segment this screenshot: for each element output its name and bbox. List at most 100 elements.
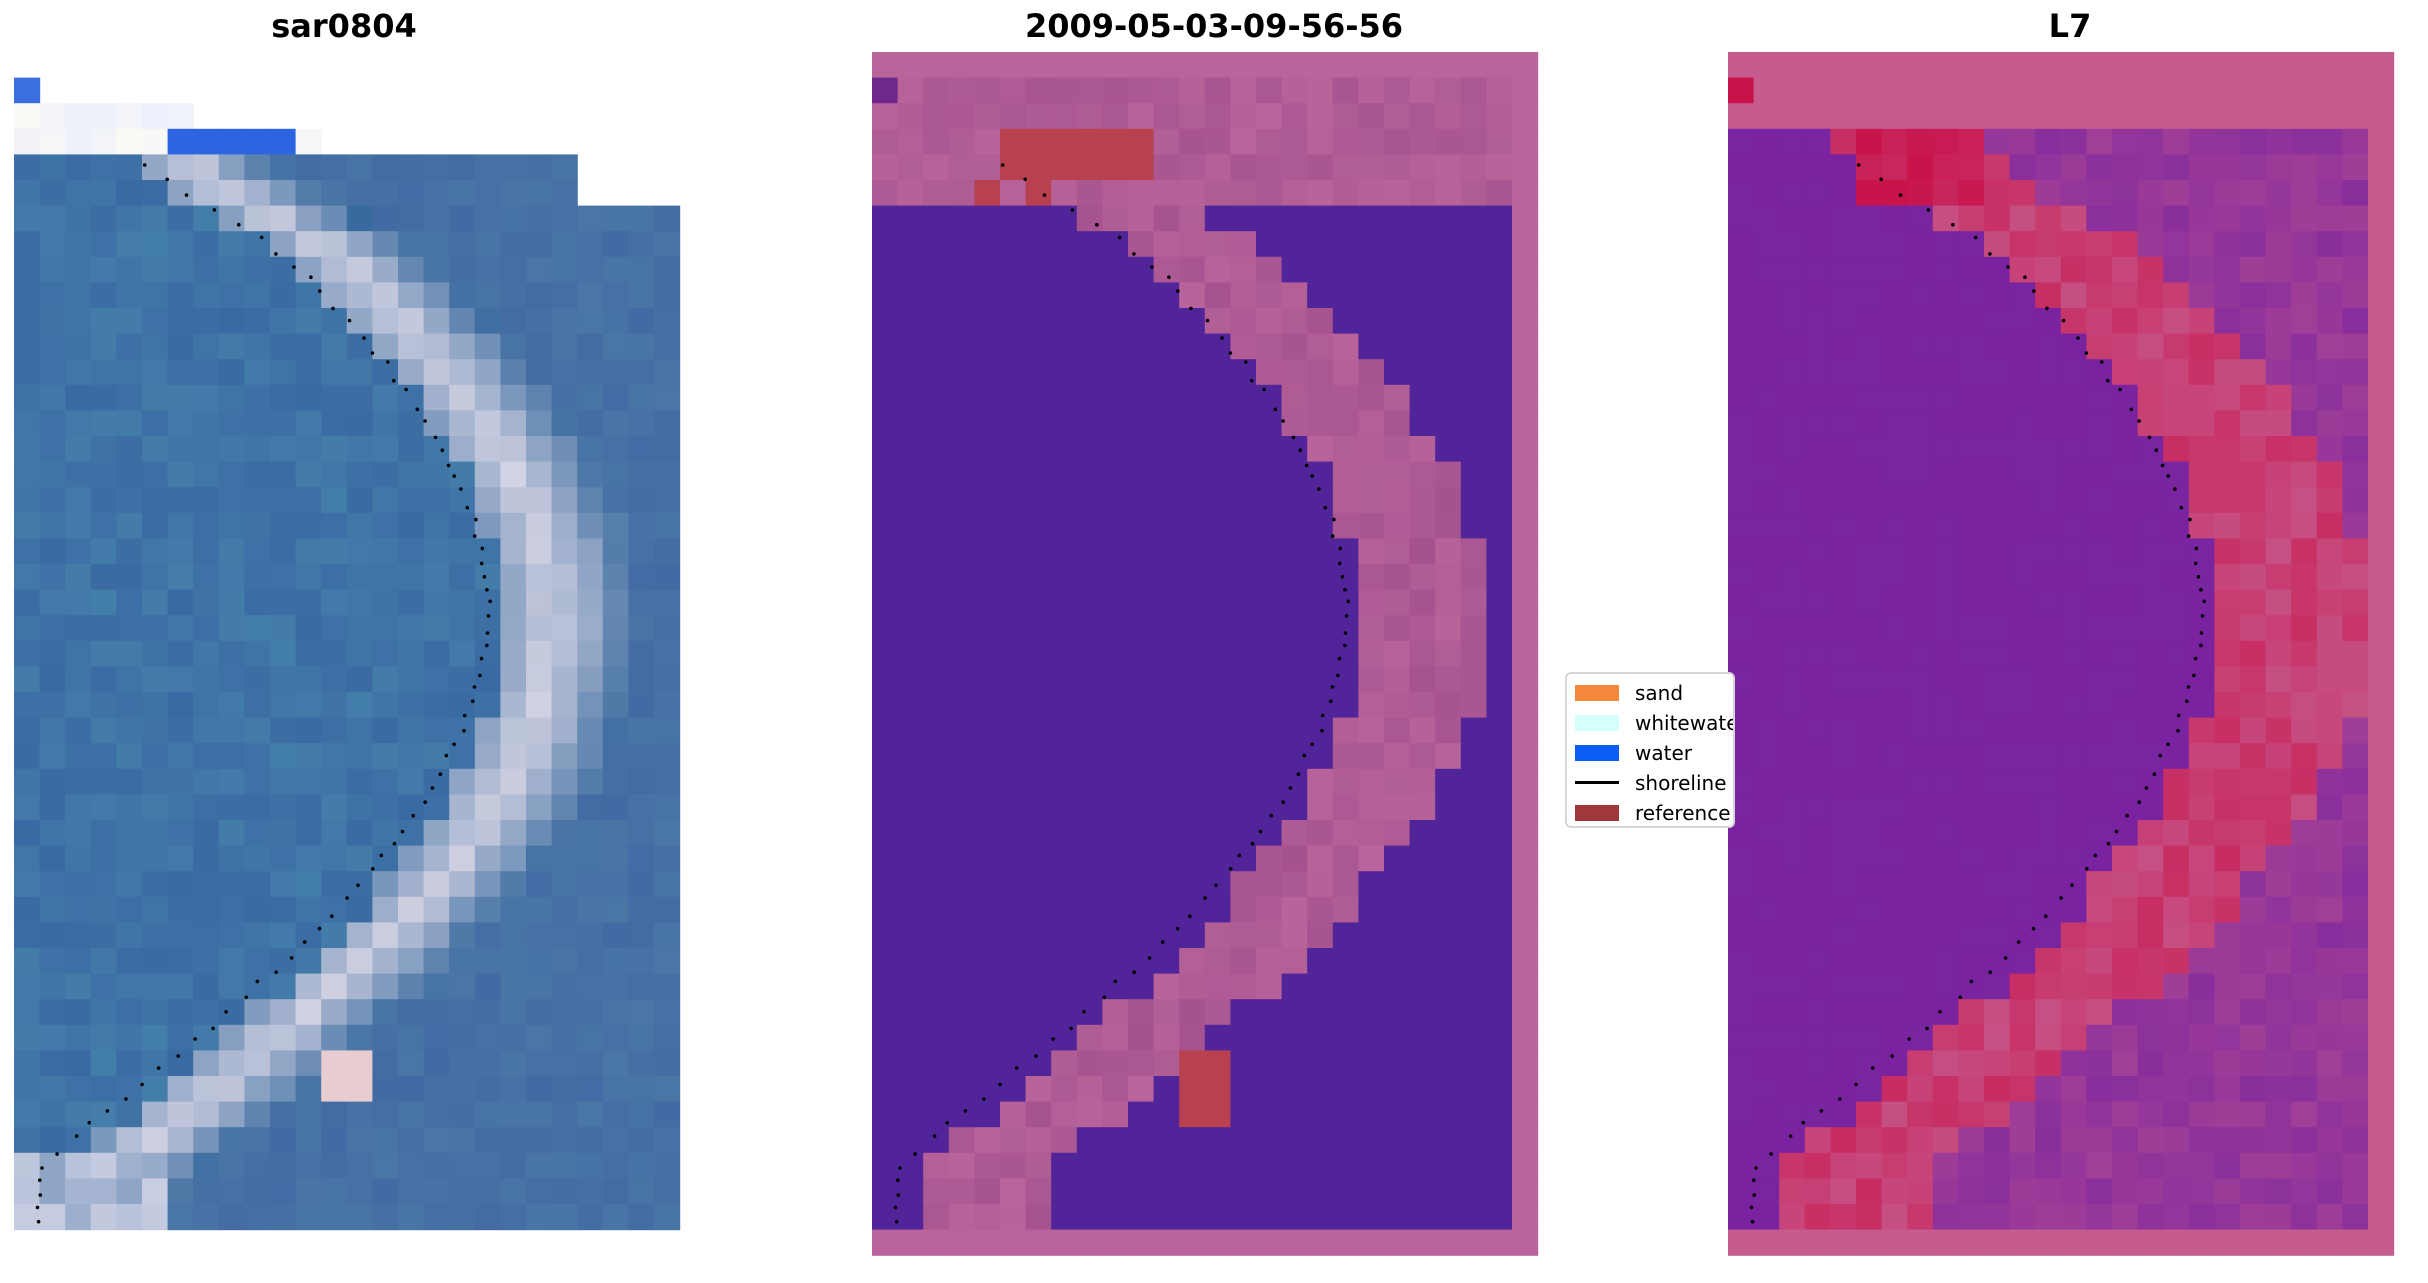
- pixel-cell: [1076, 948, 1103, 975]
- pixel-cell: [1256, 640, 1283, 667]
- pixel-cell: [1051, 794, 1078, 821]
- pixel-cell: [2265, 794, 2292, 821]
- pixel-cell: [1856, 896, 1883, 923]
- pixel-cell: [602, 256, 629, 283]
- pixel-cell: [449, 154, 476, 181]
- pixel-cell: [142, 333, 169, 360]
- pixel-cell: [372, 743, 399, 770]
- pixel-cell: [39, 743, 66, 770]
- pixel-cell: [2291, 692, 2318, 719]
- pixel-cell: [1753, 845, 1780, 872]
- panel-title-rgb: sar0804: [271, 7, 417, 45]
- pixel-cell: [897, 1024, 924, 1051]
- pixel-cell: [1204, 77, 1231, 104]
- legend-label-whitewater: whitewater: [1635, 711, 1733, 735]
- pixel-cell: [1281, 973, 1308, 1000]
- pixel-cell: [2214, 794, 2241, 821]
- pixel-cell: [218, 743, 245, 770]
- pixel-cell: [90, 896, 117, 923]
- pixel-cell: [1128, 922, 1155, 949]
- pixel-cell: [1025, 973, 1052, 1000]
- pixel-cell: [872, 205, 899, 232]
- pixel-cell: [500, 1152, 527, 1179]
- pixel-cell: [500, 205, 527, 232]
- pixel-cell: [1000, 948, 1027, 975]
- pixel-cell: [116, 1024, 143, 1051]
- pixel-cell: [948, 564, 975, 591]
- pixel-cell: [270, 999, 297, 1026]
- pixel-cell: [2291, 359, 2318, 386]
- pixel-cell: [2035, 1178, 2062, 1205]
- shoreline-point: [1938, 1010, 1942, 1014]
- pixel-cell: [218, 692, 245, 719]
- pixel-cell: [2291, 922, 2318, 949]
- shoreline-point: [2106, 841, 2111, 846]
- pixel-cell: [270, 1204, 297, 1231]
- pixel-cell: [2112, 410, 2139, 437]
- pixel-cell: [1051, 896, 1078, 923]
- pixel-cell: [398, 256, 425, 283]
- pixel-cell: [2035, 820, 2062, 847]
- pixel-cell: [2240, 436, 2267, 463]
- pixel-cell: [2035, 768, 2062, 795]
- pixel-cell: [142, 1204, 169, 1231]
- pixel-cell: [2086, 436, 2113, 463]
- pixel-cell: [1779, 589, 1806, 616]
- pixel-cell: [602, 717, 629, 744]
- pixel-cell: [2316, 384, 2343, 411]
- pixel-cell: [500, 692, 527, 719]
- pixel-cell: [449, 845, 476, 872]
- pixel-cell: [1102, 52, 1129, 79]
- pixel-cell: [1102, 231, 1129, 258]
- pixel-cell: [2086, 615, 2113, 642]
- pixel-cell: [1102, 487, 1129, 514]
- pixel-cell: [974, 77, 1001, 104]
- panel-title-classification: 2009-05-03-09-56-56: [1024, 7, 1404, 45]
- pixel-cell: [1728, 461, 1755, 488]
- pixel-cell: [1984, 333, 2011, 360]
- shoreline-point: [36, 1219, 41, 1224]
- pixel-cell: [526, 1101, 553, 1128]
- pixel-cell: [1728, 436, 1755, 463]
- pixel-cell: [1728, 973, 1755, 1000]
- pixel-cell: [474, 692, 501, 719]
- pixel-cell: [1512, 436, 1539, 463]
- pixel-cell: [1179, 103, 1206, 130]
- shoreline-point: [386, 360, 390, 364]
- pixel-cell: [1000, 820, 1027, 847]
- pixel-cell: [1728, 1076, 1755, 1103]
- pixel-cell: [116, 256, 143, 283]
- pixel-cell: [14, 692, 41, 719]
- pixel-cell: [1204, 973, 1231, 1000]
- pixel-cell: [526, 640, 553, 667]
- pixel-cell: [1128, 1178, 1155, 1205]
- pixel-cell: [1753, 794, 1780, 821]
- pixel-cell: [1076, 154, 1103, 181]
- pixel-cell: [1051, 640, 1078, 667]
- pixel-cell: [65, 794, 92, 821]
- shoreline-point: [38, 1178, 42, 1182]
- pixel-cell: [1984, 615, 2011, 642]
- pixel-cell: [2137, 1204, 2164, 1231]
- pixel-cell: [2188, 896, 2215, 923]
- pixel-cell: [2163, 180, 2190, 207]
- pixel-cell: [974, 103, 1001, 130]
- shoreline-point: [1070, 208, 1075, 212]
- pixel-cell: [1728, 282, 1755, 309]
- pixel-cell: [1932, 845, 1959, 872]
- pixel-cell: [474, 820, 501, 847]
- pixel-cell: [2188, 333, 2215, 360]
- pixel-cell: [2368, 615, 2395, 642]
- pixel-cell: [1281, 948, 1308, 975]
- pixel-cell: [1076, 743, 1103, 770]
- pixel-cell: [142, 973, 169, 1000]
- pixel-cell: [1984, 973, 2011, 1000]
- pixel-cell: [551, 1178, 578, 1205]
- pixel-cell: [39, 1050, 66, 1077]
- pixel-cell: [872, 282, 899, 309]
- pixel-cell: [1460, 333, 1487, 360]
- pixel-cell: [1230, 461, 1257, 488]
- pixel-cell: [2009, 1101, 2036, 1128]
- pixel-cell: [2316, 103, 2343, 130]
- pixel-cell: [654, 768, 681, 795]
